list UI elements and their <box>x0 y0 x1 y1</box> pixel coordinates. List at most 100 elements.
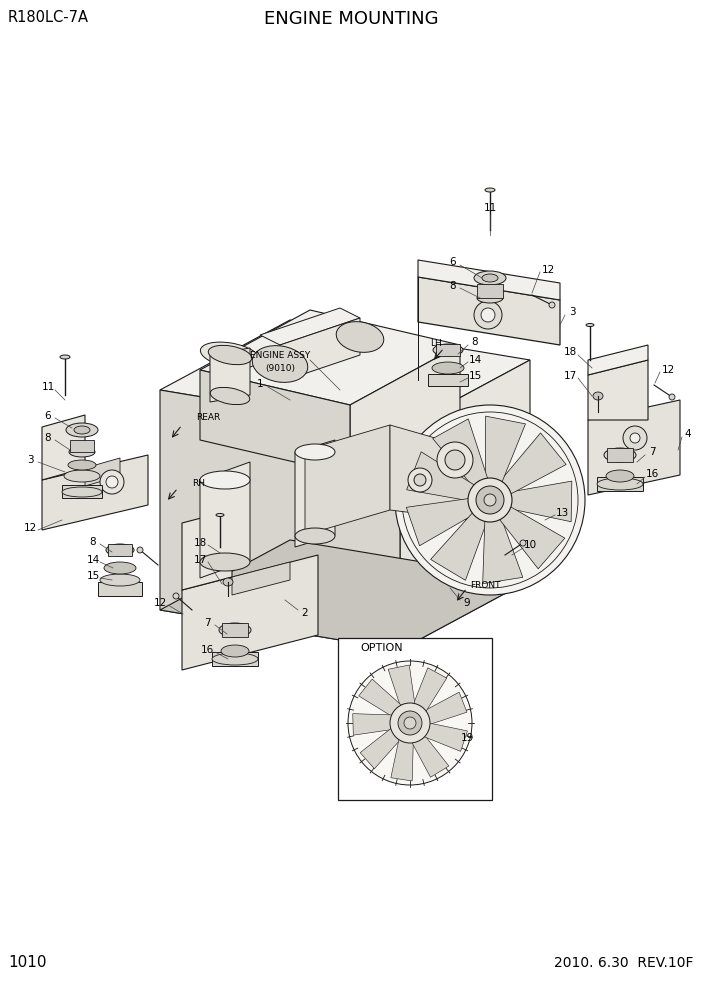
Polygon shape <box>359 680 403 717</box>
Text: 3: 3 <box>569 307 576 317</box>
Circle shape <box>669 394 675 400</box>
Circle shape <box>414 474 426 486</box>
Circle shape <box>106 476 118 488</box>
Ellipse shape <box>200 342 260 368</box>
Text: 1010: 1010 <box>8 955 46 970</box>
Circle shape <box>468 478 512 522</box>
Polygon shape <box>280 318 360 382</box>
Ellipse shape <box>74 426 90 434</box>
Polygon shape <box>423 723 468 751</box>
Polygon shape <box>588 360 648 420</box>
Text: 2: 2 <box>302 608 308 618</box>
Ellipse shape <box>200 471 250 489</box>
Polygon shape <box>182 555 318 670</box>
Polygon shape <box>423 692 467 725</box>
Ellipse shape <box>211 388 250 405</box>
Polygon shape <box>260 308 360 345</box>
Ellipse shape <box>62 487 102 497</box>
Text: 14: 14 <box>86 555 100 565</box>
Ellipse shape <box>477 293 503 303</box>
Polygon shape <box>430 513 486 580</box>
Ellipse shape <box>586 323 594 326</box>
Polygon shape <box>500 507 565 568</box>
Circle shape <box>395 405 585 595</box>
Text: OPTION: OPTION <box>360 643 403 653</box>
Text: 1: 1 <box>257 379 263 389</box>
Text: 15: 15 <box>468 371 482 381</box>
Polygon shape <box>42 455 148 530</box>
Circle shape <box>520 540 526 546</box>
Polygon shape <box>483 519 523 583</box>
Ellipse shape <box>604 448 636 462</box>
Text: FRONT: FRONT <box>470 580 501 589</box>
Ellipse shape <box>104 562 136 574</box>
Text: 12: 12 <box>153 598 166 608</box>
Bar <box>108 544 132 556</box>
Circle shape <box>445 450 465 470</box>
Ellipse shape <box>482 274 498 282</box>
Bar <box>222 623 248 637</box>
Text: LH: LH <box>430 339 442 348</box>
Circle shape <box>390 703 430 743</box>
Ellipse shape <box>66 423 98 437</box>
Text: 19: 19 <box>461 733 474 743</box>
Polygon shape <box>391 737 413 781</box>
Polygon shape <box>510 481 572 522</box>
Polygon shape <box>486 416 526 482</box>
Bar <box>70 440 94 452</box>
Text: 12: 12 <box>23 523 37 533</box>
Text: 10: 10 <box>524 540 536 550</box>
Bar <box>607 448 633 462</box>
Text: R180LC-7A: R180LC-7A <box>8 10 89 25</box>
Text: 17: 17 <box>564 371 576 381</box>
Polygon shape <box>388 665 415 707</box>
Text: 2010. 6.30  REV.10F: 2010. 6.30 REV.10F <box>555 956 694 970</box>
Circle shape <box>549 302 555 308</box>
Circle shape <box>484 494 496 506</box>
Text: 17: 17 <box>193 555 206 565</box>
Ellipse shape <box>212 653 258 665</box>
Polygon shape <box>350 345 460 475</box>
Polygon shape <box>232 562 290 595</box>
Polygon shape <box>160 320 530 430</box>
Circle shape <box>623 426 647 450</box>
Circle shape <box>474 301 502 329</box>
Polygon shape <box>400 360 530 650</box>
Text: 6: 6 <box>45 411 51 421</box>
Ellipse shape <box>295 528 335 544</box>
Polygon shape <box>413 668 446 713</box>
Ellipse shape <box>593 392 603 400</box>
Ellipse shape <box>69 447 95 457</box>
Text: 11: 11 <box>41 382 55 392</box>
Polygon shape <box>360 727 402 769</box>
Circle shape <box>630 433 640 443</box>
Polygon shape <box>200 370 350 475</box>
Text: 8: 8 <box>90 537 96 547</box>
Polygon shape <box>305 425 390 535</box>
Text: 16: 16 <box>200 645 213 655</box>
Text: ENGINE MOUNTING: ENGINE MOUNTING <box>264 10 438 28</box>
Text: 12: 12 <box>661 365 675 375</box>
Ellipse shape <box>219 623 251 637</box>
Ellipse shape <box>295 444 335 460</box>
Polygon shape <box>200 462 250 578</box>
Ellipse shape <box>597 478 643 490</box>
Circle shape <box>348 661 472 785</box>
Text: 15: 15 <box>86 571 100 581</box>
Ellipse shape <box>252 345 307 382</box>
Bar <box>338 638 492 800</box>
Ellipse shape <box>216 514 224 517</box>
Text: 9: 9 <box>464 598 470 608</box>
Circle shape <box>476 486 504 514</box>
Ellipse shape <box>432 362 464 374</box>
Text: 8: 8 <box>45 433 51 443</box>
Ellipse shape <box>433 344 463 356</box>
Text: 8: 8 <box>450 281 456 291</box>
Circle shape <box>404 717 416 729</box>
Text: 7: 7 <box>649 447 655 457</box>
Circle shape <box>398 711 422 735</box>
Text: 12: 12 <box>541 265 555 275</box>
Ellipse shape <box>485 188 495 192</box>
Polygon shape <box>62 485 102 498</box>
Circle shape <box>408 468 432 492</box>
